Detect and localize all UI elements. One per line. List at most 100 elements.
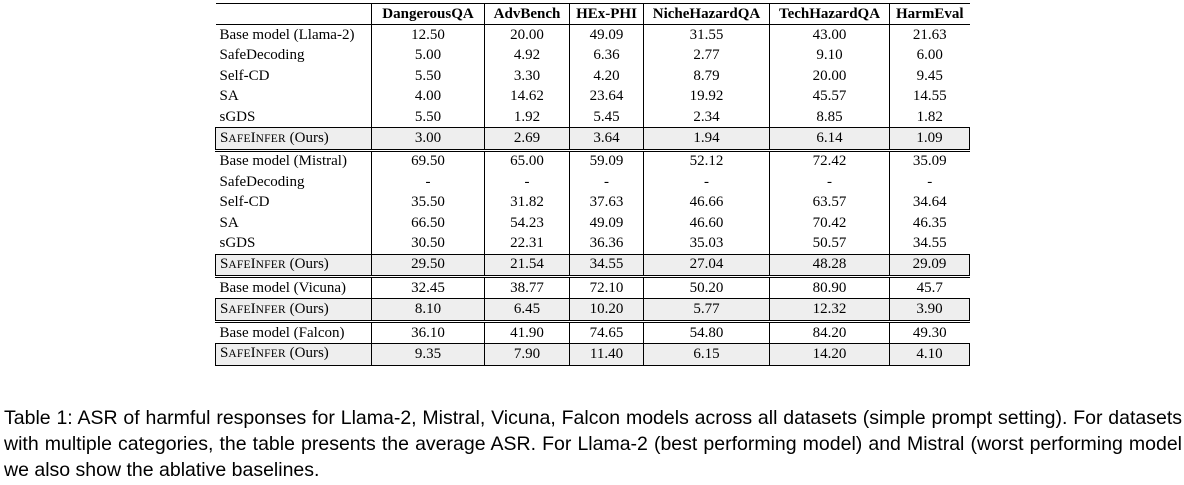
table-row: Self-CD 5.50 3.30 4.20 8.79 20.00 9.45 xyxy=(216,66,970,87)
table-cell: 8.79 xyxy=(643,66,770,87)
table-cell: 3.90 xyxy=(889,298,970,322)
table-cell: 14.62 xyxy=(484,86,570,107)
row-label-ours: SAFEINFER (Ours) xyxy=(215,127,372,151)
table-cell: 8.10 xyxy=(371,298,485,322)
table-cell: 4.92 xyxy=(484,45,570,67)
header-cell: TechHazardQA xyxy=(769,2,890,26)
table-cell: 12.50 xyxy=(371,24,485,46)
table-cell: - xyxy=(769,172,890,193)
table-cell: 45.7 xyxy=(889,275,970,299)
table-cell: 19.92 xyxy=(643,86,770,107)
table-cell: - xyxy=(371,172,485,193)
table-row: Base model (Mistral) 69.50 65.00 59.09 52.12… xyxy=(215,148,970,173)
table-cell: 27.04 xyxy=(643,253,770,278)
table-cell: 32.45 xyxy=(371,275,485,299)
table-cell: 35.09 xyxy=(889,148,970,173)
table-cell: 34.55 xyxy=(569,253,644,278)
row-label: Base model (Llama-2) xyxy=(219,27,355,44)
table-cell: 29.09 xyxy=(889,253,970,278)
table-cell: 31.82 xyxy=(484,192,570,213)
table-cell: 35.03 xyxy=(643,233,770,255)
table-cell: 34.64 xyxy=(889,192,970,213)
table-cell: 66.50 xyxy=(371,212,485,234)
table-cell: 3.30 xyxy=(484,66,570,87)
table-cell: 9.45 xyxy=(889,66,970,87)
table-cell: 36.10 xyxy=(371,319,485,344)
header-cell: AdvBench xyxy=(484,2,570,26)
table-cell: 5.77 xyxy=(643,298,770,322)
table-row: Base model (Falcon) 36.10 41.90 74.65 54.80 8… xyxy=(215,319,970,344)
row-label: Self-CD xyxy=(219,194,270,211)
table-cell: 2.77 xyxy=(643,45,770,67)
table-cell: 1.82 xyxy=(889,106,970,128)
table-cell: 8.85 xyxy=(769,106,890,128)
table-row: SafeDecoding 5.00 4.92 6.36 2.77 9.10 6.00 xyxy=(216,45,970,67)
row-label: Base model (Falcon) xyxy=(215,319,372,344)
table-cell: 41.90 xyxy=(484,319,570,344)
table-cell: 31.55 xyxy=(643,24,770,46)
table-cell: 22.31 xyxy=(484,233,570,255)
header-cell: HarmEval xyxy=(889,2,970,26)
table-cell: 35.50 xyxy=(371,192,485,213)
table-cell: 80.90 xyxy=(769,275,890,299)
table-cell: 14.20 xyxy=(769,343,890,366)
table-cell: 5.50 xyxy=(371,66,485,87)
table-cell: 50.57 xyxy=(769,233,890,255)
row-label-ours: SAFEINFER (Ours) xyxy=(215,253,372,278)
header-cell: NicheHazardQA xyxy=(643,2,770,26)
table-cell: 6.36 xyxy=(569,45,644,67)
table-cell: 59.09 xyxy=(569,148,644,173)
table-cell: 20.00 xyxy=(484,24,570,46)
table-cell: 72.42 xyxy=(769,148,890,173)
table-row-ours: SAFEINFER (Ours) 3.00 2.69 3.64 1.94 6.14 1.09 xyxy=(215,127,970,151)
table-cell: 5.50 xyxy=(371,106,485,128)
table-cell: 11.40 xyxy=(569,343,644,366)
table-cell: 84.20 xyxy=(769,319,890,344)
table-cell: 30.50 xyxy=(371,233,485,255)
row-label-ours: SAFEINFER (Ours) xyxy=(215,343,372,366)
row-label: sGDS xyxy=(219,234,256,251)
header-cell: HEx-PHI xyxy=(569,2,644,26)
table-cell: 2.69 xyxy=(484,127,570,151)
table-cell: - xyxy=(643,172,770,193)
table-cell: 21.63 xyxy=(889,24,970,46)
table-row: sGDS 30.50 22.31 36.36 35.03 50.57 34.55 xyxy=(216,233,970,255)
table-body: Base model (Llama-2) 12.50 20.00 49.09 31.55… xyxy=(215,24,970,366)
table-cell: 23.64 xyxy=(569,86,644,107)
table-row-ours: SAFEINFER (Ours) 29.50 21.54 34.55 27.04 48.2… xyxy=(215,253,970,278)
table-cell: 34.55 xyxy=(889,233,970,255)
header-cell: DangerousQA xyxy=(371,2,485,26)
table-row: SA 66.50 54.23 49.09 46.60 70.42 46.35 xyxy=(216,212,970,234)
table-cell: 49.30 xyxy=(889,319,970,344)
table-cell: 52.12 xyxy=(643,148,770,173)
table-cell: 21.54 xyxy=(484,253,570,278)
table-cell: 6.45 xyxy=(484,298,570,322)
table-cell: - xyxy=(569,172,644,193)
table-row: SafeDecoding - - - - - - xyxy=(216,172,970,193)
row-label: sGDS xyxy=(219,108,256,125)
table-cell: 70.42 xyxy=(769,212,890,234)
table-cell: 9.10 xyxy=(769,45,890,67)
table-cell: 54.23 xyxy=(484,212,570,234)
table-cell: 63.57 xyxy=(769,192,890,213)
table-cell: 5.00 xyxy=(371,45,485,67)
table-cell: 49.09 xyxy=(569,24,644,46)
table-cell: 1.92 xyxy=(484,106,570,128)
table-cell: 14.55 xyxy=(889,86,970,107)
row-label: Base model (Vicuna) xyxy=(215,275,372,299)
table-row: sGDS 5.50 1.92 5.45 2.34 8.85 1.82 xyxy=(216,106,970,128)
row-label: SafeDecoding xyxy=(219,173,305,190)
row-label: SA xyxy=(219,214,239,231)
table-cell: 69.50 xyxy=(371,148,485,173)
table-cell: 48.28 xyxy=(769,253,890,278)
table-cell: 4.00 xyxy=(371,86,485,107)
table-cell: 38.77 xyxy=(484,275,570,299)
table-row-ours: SAFEINFER (Ours) 8.10 6.45 10.20 5.77 12.32 3.… xyxy=(215,298,970,322)
table-cell: 45.57 xyxy=(769,86,890,107)
table-cell: 10.20 xyxy=(569,298,644,322)
header-row: DangerousQA AdvBench HEx-PHI NicheHazard… xyxy=(215,2,970,26)
table-row-ours: SAFEINFER (Ours) 9.35 7.90 11.40 6.15 14.20 4.… xyxy=(215,343,970,366)
table-cell: 50.20 xyxy=(643,275,770,299)
table-caption: Table 1: ASR of harmful responses for Ll… xyxy=(4,407,1182,481)
table-cell: 46.60 xyxy=(643,212,770,234)
